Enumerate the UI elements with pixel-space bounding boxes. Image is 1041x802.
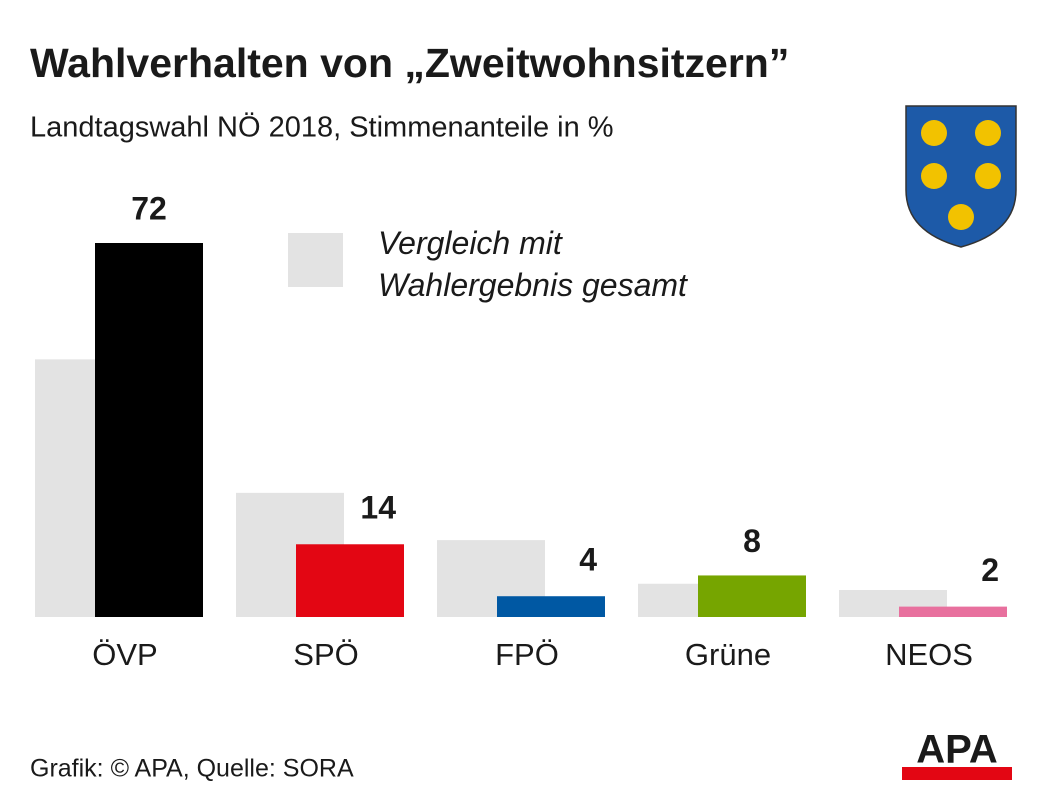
x-tick-label: Grüne: [685, 637, 771, 672]
x-tick-label: NEOS: [885, 637, 973, 672]
value-label: 14: [360, 490, 396, 526]
bar: [698, 575, 806, 617]
logo-text: APA: [916, 728, 997, 772]
bar: [95, 243, 203, 617]
value-label: 8: [743, 523, 761, 559]
chart-subtitle: Landtagswahl NÖ 2018, Stimmenanteile in …: [30, 112, 614, 144]
bar: [497, 596, 605, 617]
value-label: 4: [579, 542, 597, 578]
legend-swatch: [288, 233, 343, 287]
chart-title: Wahlverhalten von „Zweitwohnsitzern”: [30, 40, 789, 86]
footer: Grafik: © APA, Quelle: SORA: [30, 755, 354, 783]
x-tick-label: SPÖ: [293, 637, 358, 672]
value-label: 2: [981, 552, 999, 588]
x-tick-label: ÖVP: [92, 637, 157, 672]
bar: [899, 606, 1007, 617]
value-label: 72: [131, 190, 167, 226]
logo-bar: [902, 767, 1012, 780]
coat-of-arms: [905, 105, 1017, 248]
legend-label: Vergleich mit Wahlergebnis gesamt: [378, 225, 687, 303]
bar: [296, 544, 404, 617]
apa-logo: APA: [902, 728, 1012, 780]
x-tick-label: FPÖ: [495, 637, 559, 672]
